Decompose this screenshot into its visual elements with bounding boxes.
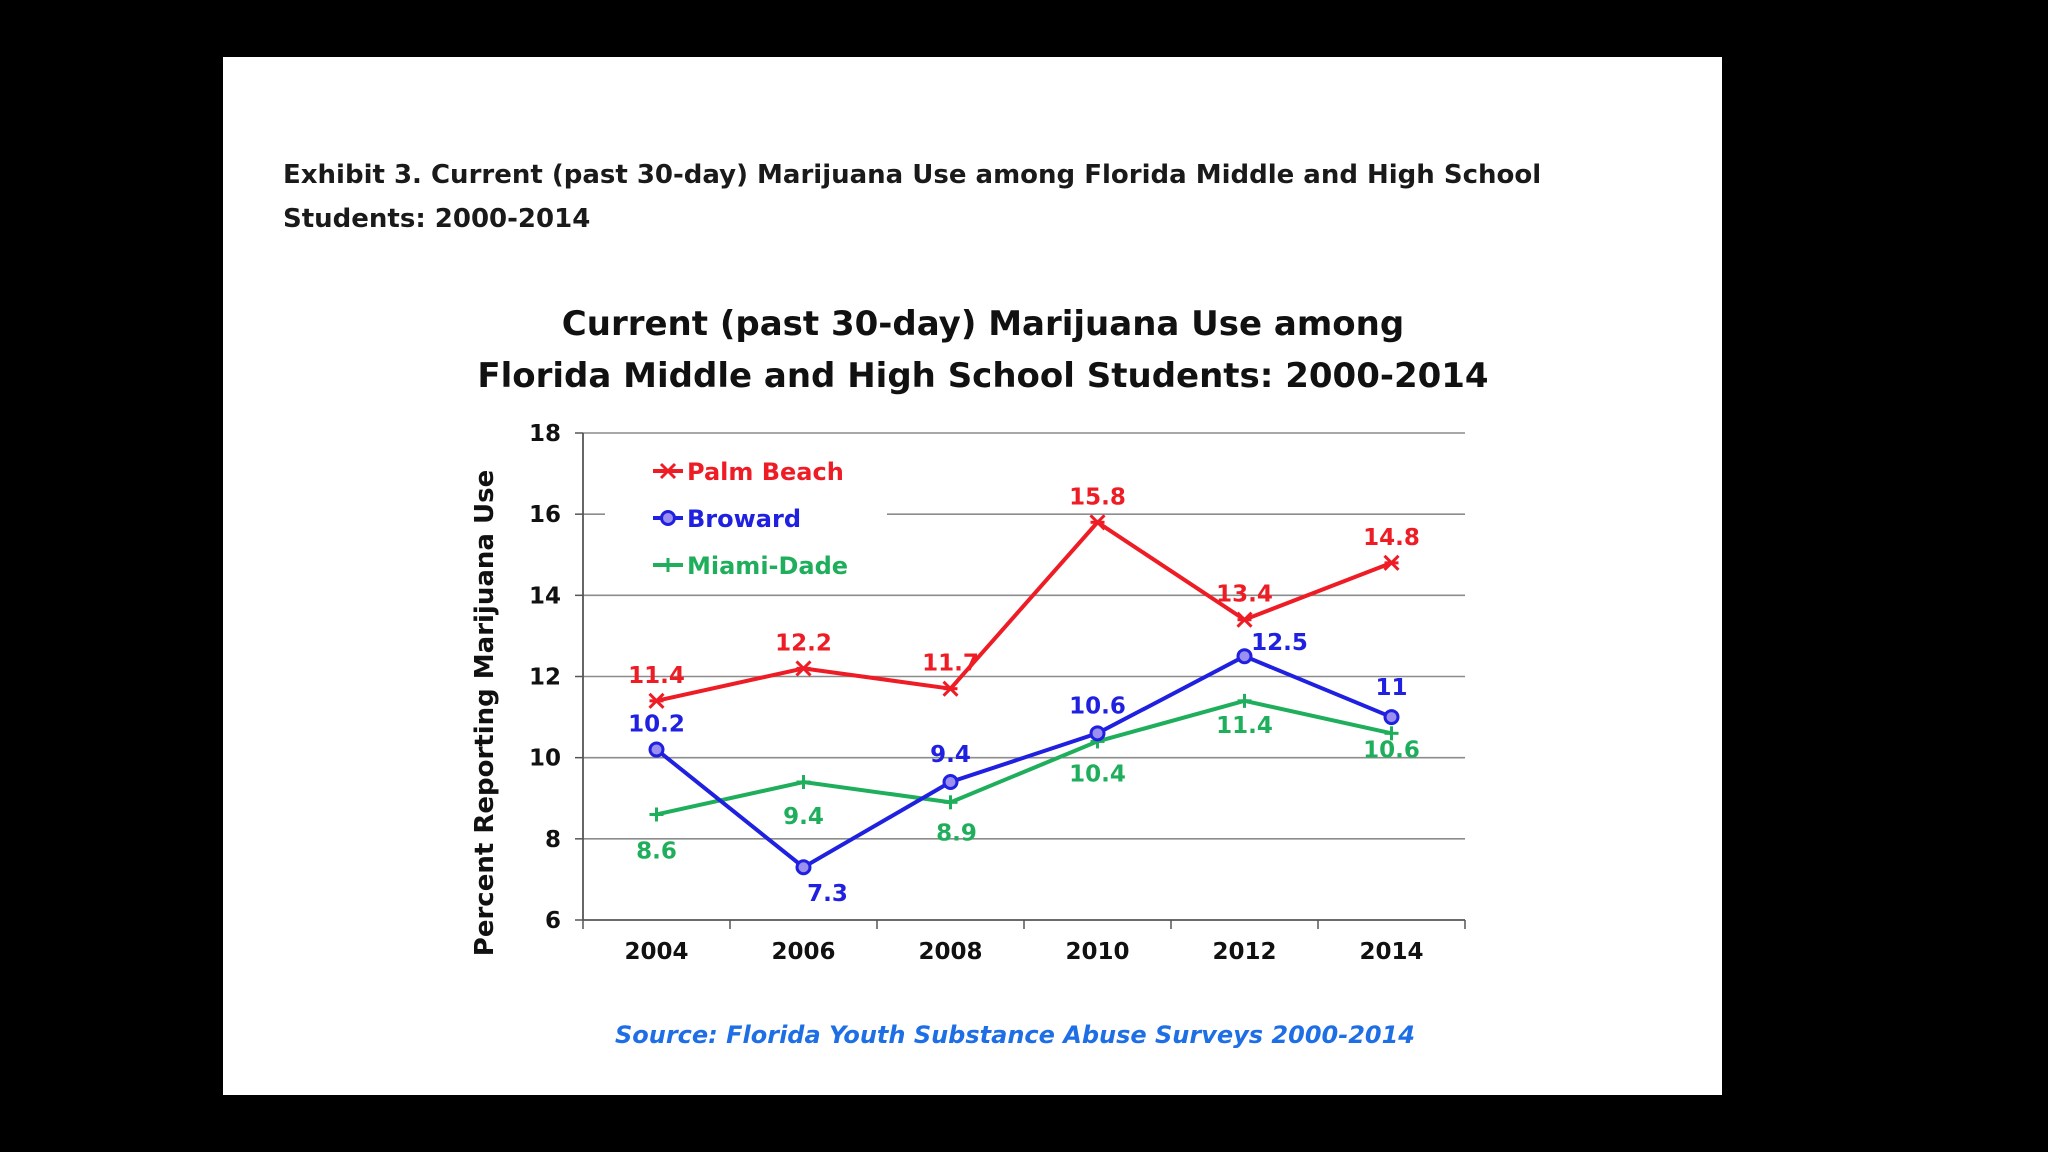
palm-beach-marker <box>1089 514 1106 531</box>
miami-dade-marker <box>943 795 958 810</box>
y-tick-label: 18 <box>529 421 561 447</box>
data-label: 12.5 <box>1251 630 1308 656</box>
data-label: 11.4 <box>628 663 685 689</box>
axes <box>575 432 1466 929</box>
series-line <box>656 519 1393 703</box>
palm-beach-marker <box>942 680 959 697</box>
broward-marker <box>942 774 959 791</box>
series <box>648 514 1400 876</box>
y-tick-label: 6 <box>545 908 561 934</box>
y-tick-label: 12 <box>529 665 561 691</box>
series-broward <box>648 648 1400 876</box>
x-tick-label: 2012 <box>1212 939 1276 965</box>
x-tick-label: 2008 <box>918 939 982 965</box>
data-label: 7.3 <box>807 881 848 907</box>
data-label: 8.6 <box>636 838 677 864</box>
broward-marker <box>795 859 812 876</box>
data-label: 11.7 <box>922 651 979 677</box>
data-label: 14.8 <box>1363 525 1420 551</box>
legend-label: Miami-Dade <box>687 552 848 580</box>
series-palm-beach <box>648 514 1400 709</box>
data-label: 10.4 <box>1069 761 1126 787</box>
palm-beach-marker <box>795 660 812 677</box>
palm-beach-marker <box>659 462 677 480</box>
exhibit-title: Exhibit 3. Current (past 30-day) Marijua… <box>283 160 1542 234</box>
broward-marker <box>660 510 676 526</box>
data-label: 11.4 <box>1216 713 1273 739</box>
data-label: 8.9 <box>936 820 977 846</box>
legend-item: Miami-Dade <box>653 552 848 580</box>
legend-item: Palm Beach <box>653 458 844 486</box>
broward-marker <box>1236 648 1253 665</box>
slide: Exhibit 3. Current (past 30-day) Marijua… <box>223 57 1722 1095</box>
miami-dade-marker <box>796 775 811 790</box>
y-tick-labels: 6 8 10 12 14 16 18 <box>529 421 561 934</box>
y-tick-label: 8 <box>545 827 561 853</box>
miami-dade-marker <box>649 807 664 822</box>
chart-title-line-2: Florida Middle and High School Students:… <box>477 356 1488 396</box>
data-label: 9.4 <box>930 742 971 768</box>
chart-title-line-1: Current (past 30-day) Marijuana Use amon… <box>562 304 1404 344</box>
data-label: 15.8 <box>1069 484 1126 510</box>
y-axis-label: Percent Reporting Marijuana Use <box>470 470 500 956</box>
data-label: 11 <box>1375 675 1407 701</box>
source-note: Source: Florida Youth Substance Abuse Su… <box>615 1021 1415 1049</box>
series-line <box>656 698 1392 817</box>
x-tick-label: 2006 <box>771 939 835 965</box>
legend-item: Broward <box>653 505 801 533</box>
series-line <box>655 654 1393 870</box>
grid-lines <box>583 432 1465 840</box>
x-tick-labels: 2004 2006 2008 2010 2012 2014 <box>624 939 1423 965</box>
broward-marker <box>648 741 665 758</box>
palm-beach-marker <box>1236 611 1253 628</box>
data-label: 13.4 <box>1216 582 1273 608</box>
y-tick-label: 14 <box>529 583 561 609</box>
miami-dade-marker <box>661 558 675 572</box>
data-label: 12.2 <box>775 630 832 656</box>
y-tick-label: 10 <box>529 746 561 772</box>
legend: Palm Beach Broward Miami-Dade <box>653 458 848 580</box>
y-tick-label: 16 <box>529 502 561 528</box>
legend-label: Broward <box>687 505 801 533</box>
data-label: 9.4 <box>783 804 824 830</box>
palm-beach-marker <box>1383 554 1400 571</box>
data-label: 10.2 <box>628 712 685 738</box>
x-tick-label: 2014 <box>1359 939 1423 965</box>
data-labels: 11.4 12.2 11.7 15.8 13.4 14.8 10.2 7.3 9.4 10.6 12… <box>628 484 1420 907</box>
broward-marker <box>1383 709 1400 726</box>
x-tick-label: 2004 <box>624 939 688 965</box>
line-chart: Current (past 30-day) Marijuana Use amon… <box>470 304 1489 1049</box>
data-label: 10.6 <box>1363 737 1420 763</box>
x-tick-label: 2010 <box>1065 939 1129 965</box>
data-label: 10.6 <box>1069 693 1126 719</box>
palm-beach-marker <box>648 692 665 709</box>
legend-label: Palm Beach <box>687 458 844 486</box>
miami-dade-marker <box>1384 726 1399 741</box>
miami-dade-marker <box>1237 693 1252 708</box>
series-miami-dade <box>649 693 1399 822</box>
broward-marker <box>1089 725 1106 742</box>
